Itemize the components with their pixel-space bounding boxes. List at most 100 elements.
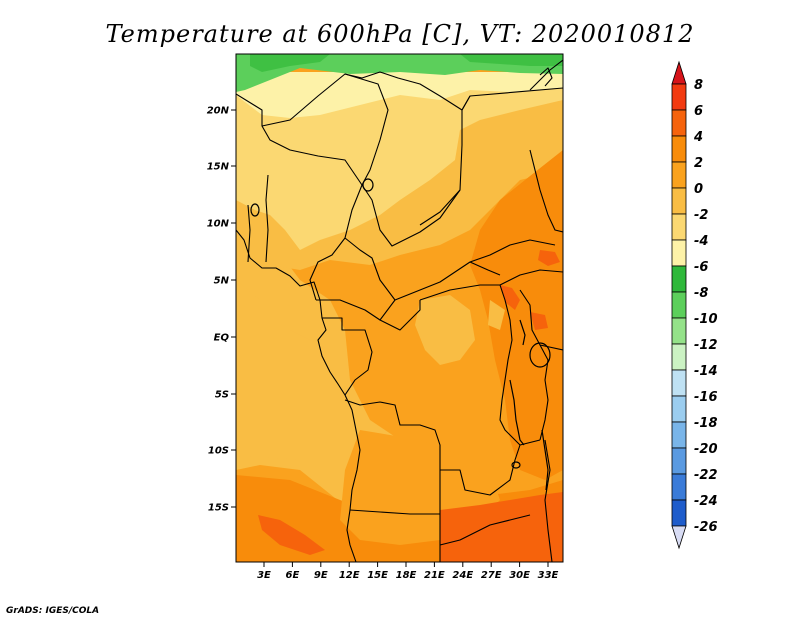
- coastline-west: [236, 229, 361, 562]
- lat-tick-label: 15N: [207, 162, 230, 173]
- colorbar-bin: [671, 187, 687, 215]
- lon-tick-label: 24E: [452, 570, 473, 581]
- colorbar-bin: [671, 395, 687, 423]
- colorbar-label: 4: [693, 130, 703, 145]
- temperature-field: [236, 54, 563, 562]
- map-frame: [235, 53, 564, 563]
- lon-tick-label: 9E: [314, 570, 328, 581]
- lat-tick-label: 20N: [207, 106, 230, 117]
- lake-volta: [250, 203, 260, 217]
- border-benin-nigeria: [265, 174, 269, 263]
- lon-tick-label: 21E: [424, 570, 445, 581]
- lat-tick-label: 5N: [214, 276, 230, 287]
- border-botswana-zim: [439, 514, 531, 546]
- border-car: [344, 237, 501, 301]
- map-panel: 20N 15N 10N 5N EQ 5S 10S 15S 3E 6E 9E 12E 15E 18E 21E…: [207, 53, 564, 581]
- colorbar-bin: [671, 291, 687, 319]
- colorbar-top-triangle: [671, 60, 687, 85]
- border-mozambique: [544, 439, 553, 562]
- colorbar-label: -14: [694, 364, 718, 379]
- colorbar-bin: [671, 265, 687, 293]
- colorbar-label: 6: [694, 104, 703, 119]
- colorbar-label: -24: [694, 494, 718, 509]
- field-red-orange-ethiopia: [538, 250, 560, 266]
- field-green-light: [236, 54, 563, 92]
- field-green-dark-east: [460, 54, 563, 66]
- lon-tick-label: 27E: [481, 570, 502, 581]
- longitude-axis: 3E 6E 9E 12E 15E 18E 21E 24E 27E 30E 33E: [257, 562, 559, 581]
- border-sinai: [539, 67, 553, 87]
- colorbar-label: -6: [694, 260, 708, 275]
- colorbar-bin: [671, 135, 687, 163]
- lon-tick-label: 3E: [257, 570, 271, 581]
- colorbar-bin: [671, 447, 687, 475]
- colorbar-label: -8: [694, 286, 708, 301]
- lon-tick-label: 15E: [367, 570, 388, 581]
- border-red-sea: [529, 59, 563, 91]
- border-sahara-1: [236, 71, 463, 226]
- lake-victoria: [529, 342, 551, 368]
- border-chad: [344, 73, 461, 247]
- border-libya-egypt: [461, 95, 471, 111]
- border-togo: [247, 204, 251, 263]
- field-deep-orange-east: [470, 150, 563, 480]
- border-zambia: [440, 439, 541, 496]
- lat-tick-label: 15S: [208, 503, 229, 514]
- colorbar-bin: [671, 421, 687, 449]
- colorbar-label: 0: [694, 182, 703, 197]
- colorbar-label: -16: [694, 390, 718, 405]
- page-title: Temperature at 600hPa [C], VT: 202001081…: [106, 20, 695, 48]
- field-light-orange-patch-3: [455, 185, 485, 215]
- colorbar-label: -20: [694, 442, 718, 457]
- colorbar-bin: [671, 343, 687, 371]
- border-south-sudan: [469, 239, 556, 263]
- colorbar-label: -26: [694, 520, 718, 535]
- colorbar-label: 2: [694, 156, 703, 171]
- colorbar-label: -22: [694, 468, 718, 483]
- colorbar-bin: [671, 473, 687, 501]
- credit-text: GrADS: IGES/COLA: [6, 606, 99, 616]
- lon-tick-label: 18E: [396, 570, 417, 581]
- field-light-orange-ocean: [236, 280, 350, 470]
- latitude-axis: 20N 15N 10N 5N EQ 5S 10S 15S: [207, 106, 236, 514]
- border-tanzania: [539, 344, 549, 441]
- field-light-orange-congo: [415, 295, 475, 365]
- colorbar-bin: [671, 83, 687, 111]
- field-red-orange-rift: [500, 285, 520, 310]
- field-red-orange-rift-2: [530, 312, 548, 330]
- colorbar-label: -12: [694, 338, 718, 353]
- colorbar-label: -18: [694, 416, 718, 431]
- border-sudan-ethiopia: [529, 149, 563, 233]
- colorbar-label: 8: [694, 78, 703, 93]
- colorbar-label: -2: [694, 208, 708, 223]
- border-drc-west: [379, 300, 421, 331]
- field-green-dark: [250, 54, 330, 72]
- lake-malawi: [541, 429, 549, 491]
- colorbar-bin: [671, 161, 687, 189]
- lake-kariba: [511, 461, 521, 469]
- country-borders: [236, 59, 563, 562]
- colorbar-bin: [671, 369, 687, 397]
- colorbar-bin: [671, 317, 687, 345]
- colorbar-label: -4: [694, 234, 708, 249]
- colorbar-label: -10: [694, 312, 718, 327]
- colorbar-bin: [671, 239, 687, 267]
- border-niger-nigeria: [261, 125, 363, 186]
- border-east-africa: [499, 269, 563, 286]
- lakes: [250, 178, 551, 491]
- field-yellow-patch: [250, 150, 345, 210]
- border-gabon-congo: [322, 317, 373, 396]
- colorbar-bin: [671, 213, 687, 241]
- lon-tick-label: 12E: [339, 570, 360, 581]
- field-light-orange-patch-2: [488, 300, 505, 330]
- lon-tick-label: 30E: [509, 570, 530, 581]
- lake-chad: [362, 178, 374, 192]
- border-drc-north: [419, 284, 500, 301]
- lat-tick-label: 10S: [208, 446, 229, 457]
- colorbar-bin: [671, 499, 687, 527]
- border-angola-namibia: [349, 470, 441, 515]
- field-pale-yellow-north: [236, 72, 563, 118]
- border-cameroon-south: [316, 299, 396, 321]
- border-drc-east: [499, 284, 521, 446]
- lon-tick-label: 6E: [286, 570, 300, 581]
